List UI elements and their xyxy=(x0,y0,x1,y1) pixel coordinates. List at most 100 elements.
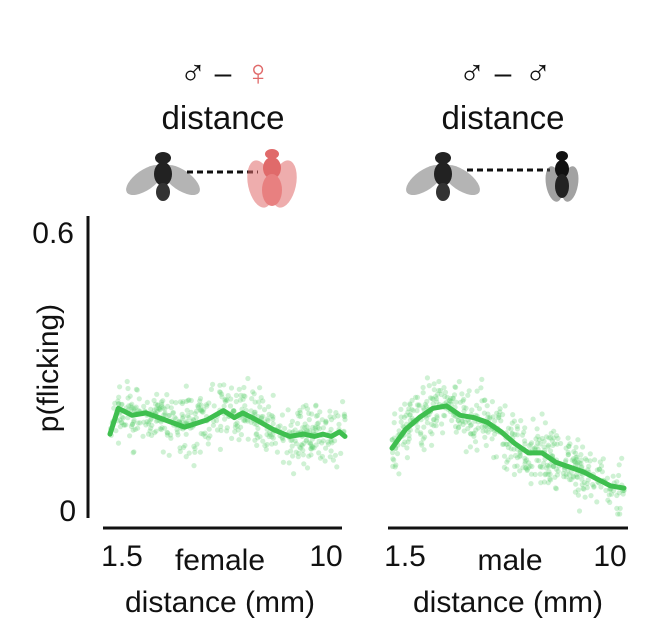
scatter-point xyxy=(127,393,133,399)
scatter-point xyxy=(179,400,185,407)
scatter-point xyxy=(269,413,275,419)
scatter-point xyxy=(151,397,157,404)
scatter-point xyxy=(191,463,197,469)
scatter-point xyxy=(255,435,261,441)
scatter-point xyxy=(314,421,320,427)
scatter-point xyxy=(502,403,508,409)
scatter-point xyxy=(162,425,168,431)
scatter-point xyxy=(195,403,201,409)
scatter-point xyxy=(194,441,200,447)
scatter-point xyxy=(553,433,560,439)
scatter-point xyxy=(500,441,506,447)
scatter-point xyxy=(543,465,549,471)
scatter-point xyxy=(532,471,538,478)
scatter-point xyxy=(195,404,201,411)
scatter-point xyxy=(578,457,585,463)
scatter-point xyxy=(208,386,214,392)
scatter-point xyxy=(302,421,308,427)
scatter-point xyxy=(547,471,553,477)
scatter-point xyxy=(256,399,262,405)
scatter-point xyxy=(570,473,576,479)
scatter-point xyxy=(456,379,462,385)
scatter-point xyxy=(460,398,466,404)
scatter-point xyxy=(398,414,404,420)
scatter-point xyxy=(479,398,485,404)
scatter-point xyxy=(238,392,244,398)
scatter-point xyxy=(533,436,539,442)
scatter-point xyxy=(116,401,122,407)
female-symbol: ♀ xyxy=(245,52,272,93)
scatter-point xyxy=(290,453,296,459)
scatter-point xyxy=(191,443,197,449)
scatter-point xyxy=(157,426,163,432)
scatter-point xyxy=(173,400,179,406)
scatter-point xyxy=(450,395,456,401)
scatter-point xyxy=(418,440,424,446)
scatter-point xyxy=(162,406,168,412)
scatter-point xyxy=(405,409,411,415)
scatter-point xyxy=(431,417,437,423)
scatter-point xyxy=(299,442,305,449)
scatter-point xyxy=(574,454,580,460)
scatter-point xyxy=(157,405,163,411)
scatter-point xyxy=(511,446,517,452)
scatter-point xyxy=(493,454,499,460)
scatter-point xyxy=(434,399,440,405)
scatter-point xyxy=(496,412,502,418)
scatter-point xyxy=(238,432,244,438)
scatter-point xyxy=(248,419,254,425)
scatter-point xyxy=(304,424,310,430)
scatter-point xyxy=(552,474,558,480)
scatter-point xyxy=(297,410,303,416)
scatter-point xyxy=(218,427,224,434)
scatter-point xyxy=(167,432,174,438)
scatter-point xyxy=(188,397,194,404)
scatter-point xyxy=(128,407,134,413)
scatter-point xyxy=(245,436,251,442)
scatter-point xyxy=(313,428,319,434)
scatter-point xyxy=(390,450,396,456)
scatter-point xyxy=(523,465,529,471)
scatter-point xyxy=(323,419,329,425)
scatter-point xyxy=(474,388,480,394)
scatter-point xyxy=(292,427,298,433)
scatter-point xyxy=(257,434,263,440)
scatter-point xyxy=(431,417,437,423)
scatter-point xyxy=(514,426,521,432)
scatter-point xyxy=(413,394,419,400)
scatter-point xyxy=(186,397,192,403)
scatter-point xyxy=(251,391,257,397)
scatter-point xyxy=(295,454,301,460)
scatter-point xyxy=(254,431,260,437)
scatter-point xyxy=(170,410,176,416)
scatter-point xyxy=(190,416,196,423)
scatter-point xyxy=(440,430,446,436)
scatter-point xyxy=(517,450,523,456)
scatter-point xyxy=(620,491,626,497)
scatter-point xyxy=(459,391,465,397)
scatter-point xyxy=(184,419,190,425)
scatter-point xyxy=(269,434,275,440)
scatter-point xyxy=(443,399,449,405)
scatter-point xyxy=(396,471,402,477)
scatter-point xyxy=(401,414,407,420)
scatter-point xyxy=(174,426,180,433)
scatter-point xyxy=(125,385,131,392)
scatter-point xyxy=(548,435,554,441)
scatter-point xyxy=(310,429,316,435)
scatter-point xyxy=(333,410,339,416)
scatter-point xyxy=(230,408,236,414)
scatter-point xyxy=(260,398,266,404)
scatter-point xyxy=(485,411,491,417)
scatter-point xyxy=(508,454,514,460)
scatter-point xyxy=(118,401,124,408)
scatter-point xyxy=(130,450,136,456)
trend-line-male xyxy=(389,403,627,491)
scatter-point xyxy=(424,415,430,421)
scatter-point xyxy=(543,471,549,477)
scatter-point xyxy=(148,406,154,412)
scatter-point xyxy=(577,460,583,466)
scatter-point xyxy=(504,459,510,465)
scatter-point xyxy=(522,425,528,431)
scatter-point xyxy=(242,418,248,424)
